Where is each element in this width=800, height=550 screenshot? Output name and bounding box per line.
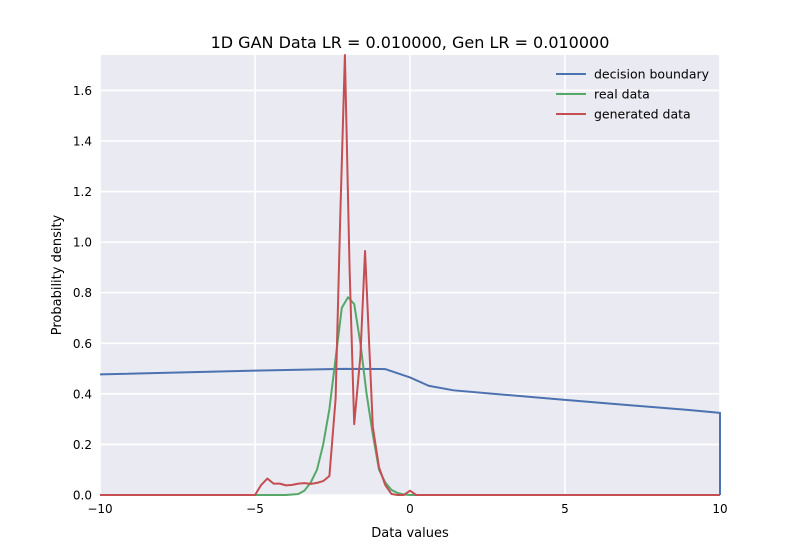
y-axis-label: Probability density — [50, 214, 65, 335]
x-tick-label: 0 — [406, 502, 414, 516]
legend-label: decision boundary — [594, 67, 710, 82]
y-tick-label: 1.6 — [73, 84, 92, 98]
y-tick-label: 1.0 — [73, 236, 92, 250]
x-axis-label: Data values — [371, 526, 449, 541]
y-tick-label: 1.4 — [73, 134, 92, 148]
y-tick-label: 0.6 — [73, 337, 92, 351]
legend-label: generated data — [594, 107, 691, 122]
y-tick-label: 0.4 — [73, 387, 92, 401]
x-tick-label: −5 — [246, 502, 264, 516]
y-tick-label: 0.0 — [73, 489, 92, 503]
legend-label: real data — [594, 87, 650, 102]
x-tick-label: 10 — [712, 502, 727, 516]
chart-title: 1D GAN Data LR = 0.010000, Gen LR = 0.01… — [211, 33, 610, 52]
x-tick-label: 5 — [561, 502, 569, 516]
y-tick-label: 0.8 — [73, 286, 92, 300]
x-tick-label: −10 — [87, 502, 112, 516]
y-tick-label: 0.2 — [73, 438, 92, 452]
y-tick-label: 1.2 — [73, 185, 92, 199]
x-tick-labels: −10 −5 0 5 10 — [87, 502, 727, 516]
y-tick-labels: 0.0 0.2 0.4 0.6 0.8 1.0 1.2 1.4 1.6 — [73, 84, 92, 503]
